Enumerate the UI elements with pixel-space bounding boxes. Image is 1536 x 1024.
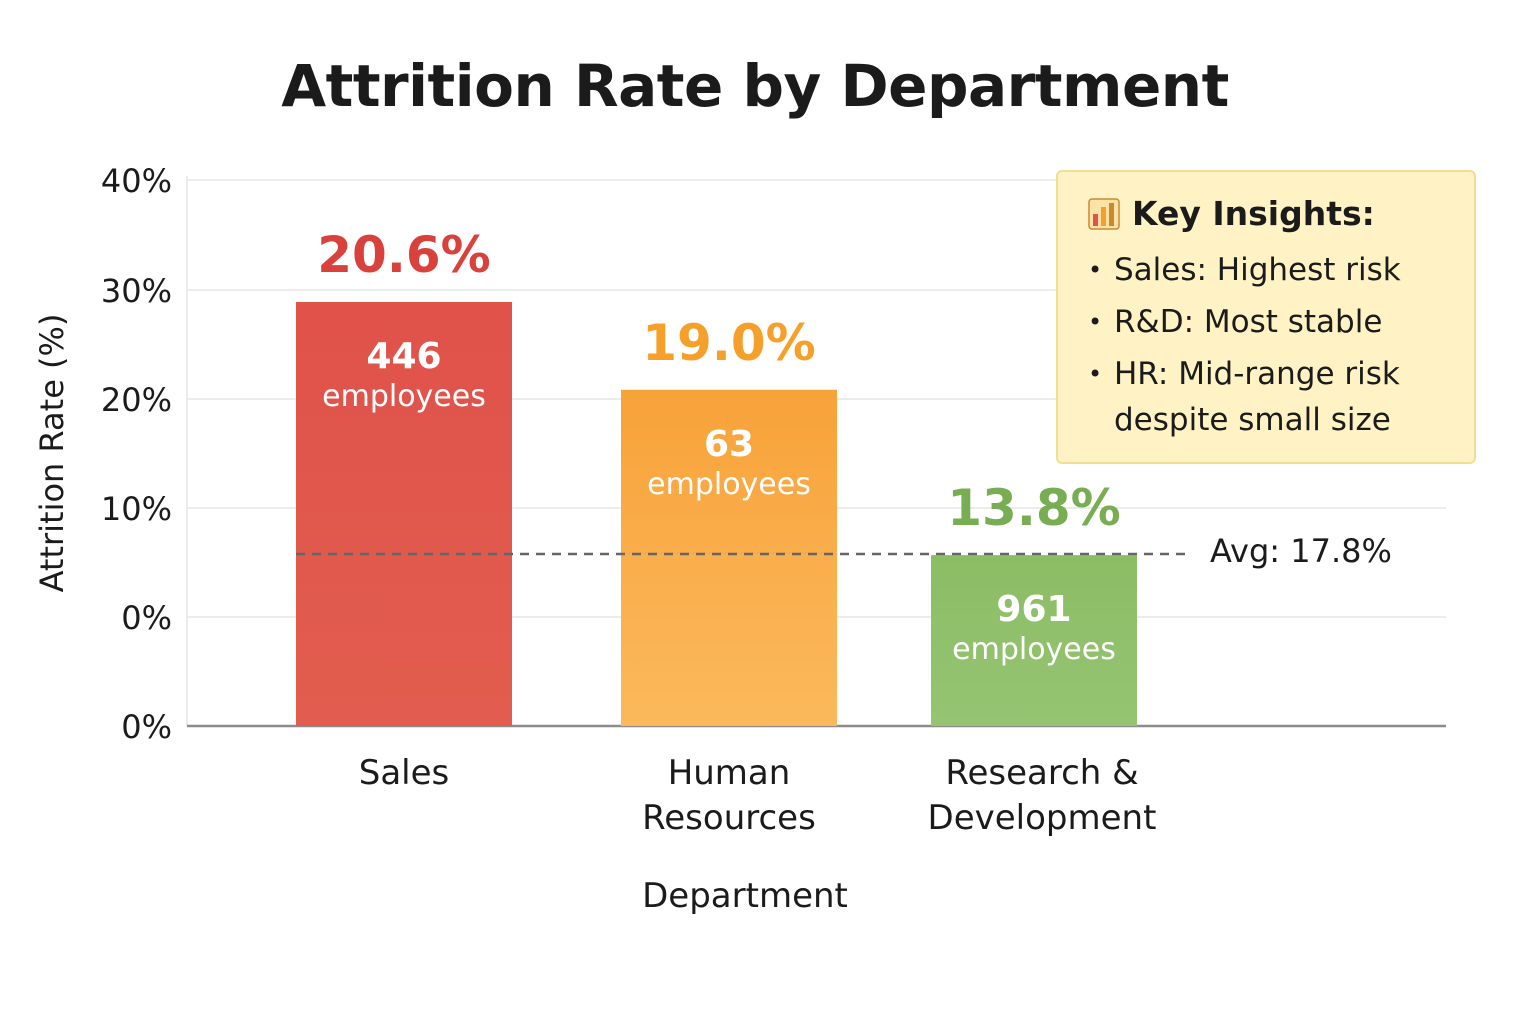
value-label: 19.0% [642, 314, 815, 372]
y-tick-label: 0% [121, 599, 172, 637]
employee-unit-label: employees [952, 632, 1116, 667]
insights-heading: Key Insights: [1088, 194, 1452, 233]
employee-count-label: 446 [366, 336, 441, 377]
x-axis-label: Department [642, 876, 848, 916]
chart-title: Attrition Rate by Department [281, 52, 1229, 120]
insights-title: Key Insights: [1132, 194, 1375, 233]
insights-list: • Sales: Highest risk • R&D: Most stable… [1088, 247, 1452, 443]
bar [931, 555, 1137, 726]
value-label: 13.8% [947, 479, 1120, 537]
insight-text: HR: Mid-range risk despite small size [1114, 356, 1400, 438]
bullet-icon: • [1088, 360, 1103, 388]
bullet-icon: • [1088, 308, 1103, 336]
insight-item: • Sales: Highest risk [1088, 247, 1452, 293]
value-label: 20.6% [317, 226, 490, 284]
bar [621, 389, 837, 726]
employee-count-label: 63 [704, 424, 754, 465]
x-tick-label: Development [928, 798, 1157, 838]
x-tick-label: Human [668, 753, 791, 793]
x-tick-label: Sales [359, 753, 450, 793]
y-tick-label: 20% [101, 381, 172, 419]
employee-unit-label: employees [322, 379, 486, 414]
insight-item: • HR: Mid-range risk despite small size [1088, 351, 1452, 443]
y-axis-label: Attrition Rate (%) [33, 313, 71, 593]
y-tick-label: 40% [101, 162, 172, 200]
bar [296, 302, 512, 726]
y-tick-label: 10% [101, 490, 172, 528]
employee-unit-label: employees [647, 467, 811, 502]
employee-count-label: 961 [996, 589, 1071, 630]
x-tick-label: Research & [945, 753, 1138, 793]
bar-chart-icon [1088, 197, 1120, 230]
insight-text: R&D: Most stable [1114, 304, 1383, 340]
y-tick-label: 0% [121, 708, 172, 746]
insight-text: Sales: Highest risk [1114, 252, 1401, 288]
bullet-icon: • [1088, 256, 1103, 284]
y-tick-label: 30% [101, 272, 172, 310]
insight-item: • R&D: Most stable [1088, 299, 1452, 345]
x-tick-label: Resources [642, 798, 816, 838]
key-insights-box: Key Insights: • Sales: Highest risk • R&… [1056, 170, 1476, 464]
average-label: Avg: 17.8% [1210, 532, 1392, 570]
